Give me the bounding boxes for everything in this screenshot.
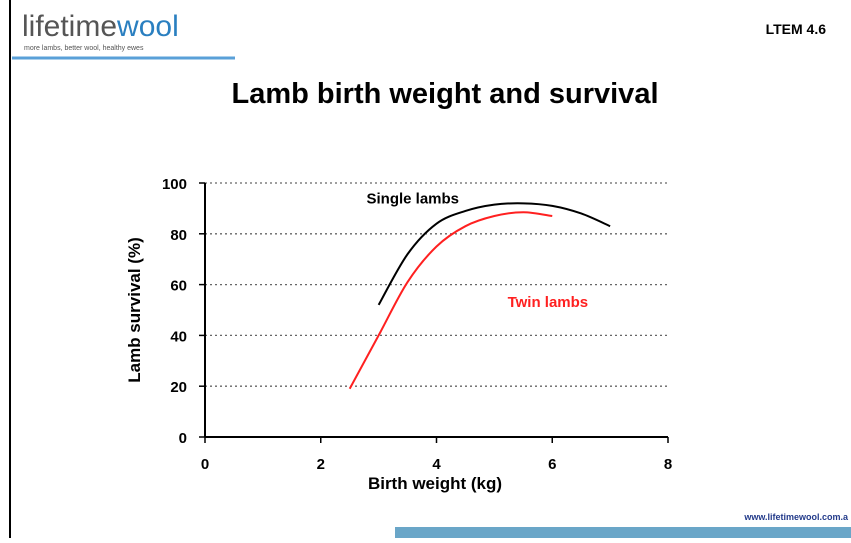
y-tick-label: 40 (170, 328, 187, 345)
series-label: Twin lambs (508, 294, 589, 311)
y-axis-label: Lamb survival (%) (125, 237, 144, 383)
series-label: Single lambs (367, 191, 460, 208)
footer-bar (395, 527, 851, 538)
y-tick-label: 0 (179, 430, 187, 447)
footer-url: www.lifetimewool.com.a (743, 512, 849, 522)
x-tick-label: 8 (664, 456, 672, 473)
logo: lifetimewool (22, 10, 179, 43)
y-tick-label: 20 (170, 379, 187, 396)
y-tick-label: 100 (162, 176, 187, 193)
series-line (377, 202, 611, 306)
x-tick-label: 2 (317, 456, 325, 473)
slide-code: LTEM 4.6 (766, 21, 827, 37)
x-axis-label: Birth weight (kg) (368, 474, 502, 493)
plot: 0 20 40 60 80 100 0 2 4 6 8 Single lambs Twin lambs (162, 176, 672, 473)
x-tick-label: 4 (432, 456, 441, 473)
tagline: more lambs, better wool, healthy ewes (24, 45, 144, 52)
x-tick-label: 0 (201, 456, 209, 473)
chart-title: Lamb birth weight and survival (231, 78, 658, 110)
y-tick-label: 60 (170, 278, 187, 295)
y-tick-label: 80 (170, 227, 187, 244)
x-tick-label: 6 (548, 456, 556, 473)
series-line (348, 211, 553, 390)
